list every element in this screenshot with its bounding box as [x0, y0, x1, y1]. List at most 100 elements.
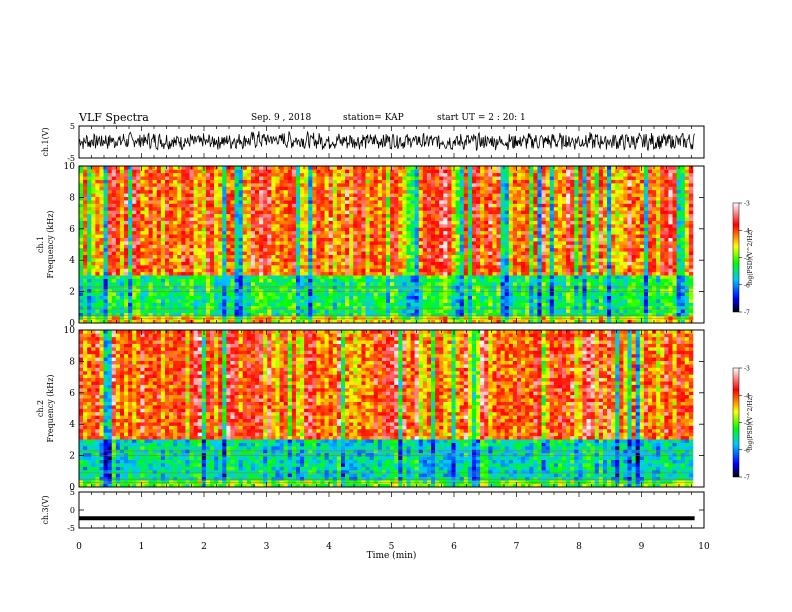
ch1-spectrum-cell	[136, 203, 141, 208]
ch1-spectrum-cell	[340, 193, 346, 198]
ch1-spectrum-cell	[357, 234, 362, 238]
ch1-spectrum-cell	[414, 275, 420, 279]
ch1-spectrum-cell	[369, 183, 375, 187]
ch1-spectrum-cell	[230, 220, 235, 225]
ch1-spectrum-cell	[222, 288, 227, 293]
ch1-spectrum-cell	[160, 179, 166, 184]
ch1-spectrum-cell	[197, 309, 203, 314]
ch1-spectrum-cell	[279, 312, 284, 317]
ch1-spectrum-cell	[279, 292, 284, 296]
ch1-spectrum-cell	[439, 234, 444, 238]
ch1-spectrum-cell	[484, 305, 489, 310]
ch1-spectrum-cell	[508, 268, 514, 273]
ch1-spectrum-cell	[308, 172, 313, 177]
ch1-spectrum-cell	[275, 169, 280, 174]
ch1-spectrum-cell	[214, 261, 219, 266]
ch1-spectrum-cell	[181, 292, 186, 296]
ch1-spectrum-cell	[439, 292, 444, 296]
ch1-spectrum-cell	[459, 189, 465, 194]
ch1-spectrum-cell	[263, 264, 268, 269]
ch1-spectrum-cell	[443, 247, 448, 252]
ch1-spectrum-cell	[226, 282, 231, 286]
ch1-spectrum-cell	[246, 305, 252, 310]
ch1-spectrum-cell	[463, 189, 469, 194]
ch1-spectrum-cell	[226, 305, 231, 310]
ch1-spectrum-cell	[508, 186, 514, 191]
ch1-spectrum-cell	[304, 183, 309, 187]
ch1-spectrum-cell	[304, 213, 309, 218]
ch1-spectrum-cell	[308, 186, 313, 191]
ch1-spectrum-cell	[492, 268, 497, 273]
ch1-spectrum-cell	[353, 264, 358, 269]
ch1-spectrum-cell	[390, 166, 395, 170]
ch1-spectrum-cell	[418, 186, 424, 191]
ch1-spectrum-cell	[492, 244, 497, 249]
ch1-spectrum-cell	[189, 312, 194, 317]
ch1-spectrum-cell	[414, 206, 420, 211]
ch1-spectrum-cell	[295, 261, 301, 266]
ch1-spectrum-cell	[152, 166, 158, 170]
ch1-spectrum-cell	[201, 282, 207, 286]
ch1-spectrum-cell	[234, 305, 239, 310]
ch1-spectrum-cell	[160, 271, 166, 276]
ch1-spectrum-cell	[222, 319, 227, 324]
ch1-spectrum-cell	[476, 288, 481, 293]
ch1-spectrum-cell	[353, 186, 358, 191]
ch1-spectrum-cell	[193, 268, 198, 273]
ch1-spectrum-cell	[431, 227, 436, 232]
ch1-spectrum-cell	[259, 196, 264, 201]
ch1-spectrum-cell	[361, 299, 366, 303]
ch1-spectrum-cell	[345, 210, 350, 215]
ch1-spectrum-cell	[316, 186, 321, 191]
ch1-spectrum-cell	[328, 244, 334, 249]
ch1-spectrum-cell	[160, 292, 166, 296]
ch1-spectrum-cell	[111, 295, 117, 300]
ch1-spectrum-cell	[316, 224, 321, 228]
ch1-spectrum-cell	[340, 206, 346, 211]
ch1-spectrum-cell	[377, 295, 383, 300]
ch1-spectrum-cell	[119, 206, 125, 211]
ch1-spectrum-cell	[226, 292, 231, 296]
ch1-spectrum-cell	[328, 224, 334, 228]
ch1-spectrum-cell	[222, 234, 227, 238]
ch1-spectrum-cell	[398, 166, 403, 170]
ch1-spectrum-cell	[471, 282, 477, 286]
ch1-spectrum-cell	[209, 258, 215, 262]
ch1-spectrum-cell	[115, 206, 121, 211]
ch1-spectrum-cell	[259, 244, 264, 249]
ch1-spectrum-cell	[496, 203, 501, 208]
ch1-spectrum-cell	[218, 227, 223, 232]
ch1-waveform-ytick-label: 5	[70, 122, 75, 131]
ch1-spectrum-cell	[79, 299, 84, 303]
ch1-spectrum-cell	[332, 271, 338, 276]
ch1-spectrum-cell	[295, 224, 301, 228]
ch1-spectrum-cell	[361, 312, 366, 317]
ch1-spectrum-cell	[295, 234, 301, 238]
ch1-spectrum-cell	[148, 254, 153, 259]
ch1-spectrum-cell	[369, 206, 375, 211]
ch1-spectrum-cell	[234, 295, 239, 300]
ch1-spectrum-cell	[504, 183, 510, 187]
ch1-spectrum-cell	[480, 189, 485, 194]
ch1-spectrum-cell	[148, 305, 153, 310]
ch1-spectrum-cell	[283, 268, 289, 273]
ch1-spectrum-cell	[455, 292, 460, 296]
ch1-spectrum-cell	[394, 234, 399, 238]
ch1-spectrum-cell	[398, 210, 403, 215]
ch1-spectrum-cell	[111, 271, 117, 276]
ch1-spectrum-cell	[83, 261, 88, 266]
ch1-spectrum-cell	[504, 288, 510, 293]
ch1-spectrum-cell	[488, 305, 493, 310]
ch1-spectrum-cell	[250, 258, 256, 262]
ch1-spectrum-cell	[164, 172, 170, 177]
ch1-spectrum-cell	[312, 196, 317, 201]
ch1-spectrum-cell	[259, 278, 264, 283]
ch1-spectrum-cell	[144, 275, 149, 279]
ch1-spectrum-cell	[140, 261, 145, 266]
ch1-spectrum-cell	[439, 200, 444, 204]
ch1-spectrum-cell	[471, 319, 477, 324]
ch1-spectrum-cell	[115, 224, 121, 228]
ch1-spectrum-cell	[230, 176, 235, 180]
ch1-spectrum-cell	[295, 282, 301, 286]
ch1-spectrum-cell	[173, 275, 178, 279]
